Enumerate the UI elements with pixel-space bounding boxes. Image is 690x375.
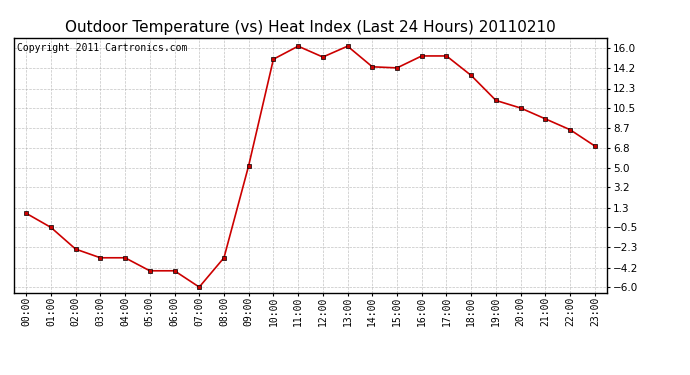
Text: Copyright 2011 Cartronics.com: Copyright 2011 Cartronics.com	[17, 43, 187, 52]
Title: Outdoor Temperature (vs) Heat Index (Last 24 Hours) 20110210: Outdoor Temperature (vs) Heat Index (Las…	[65, 20, 556, 35]
